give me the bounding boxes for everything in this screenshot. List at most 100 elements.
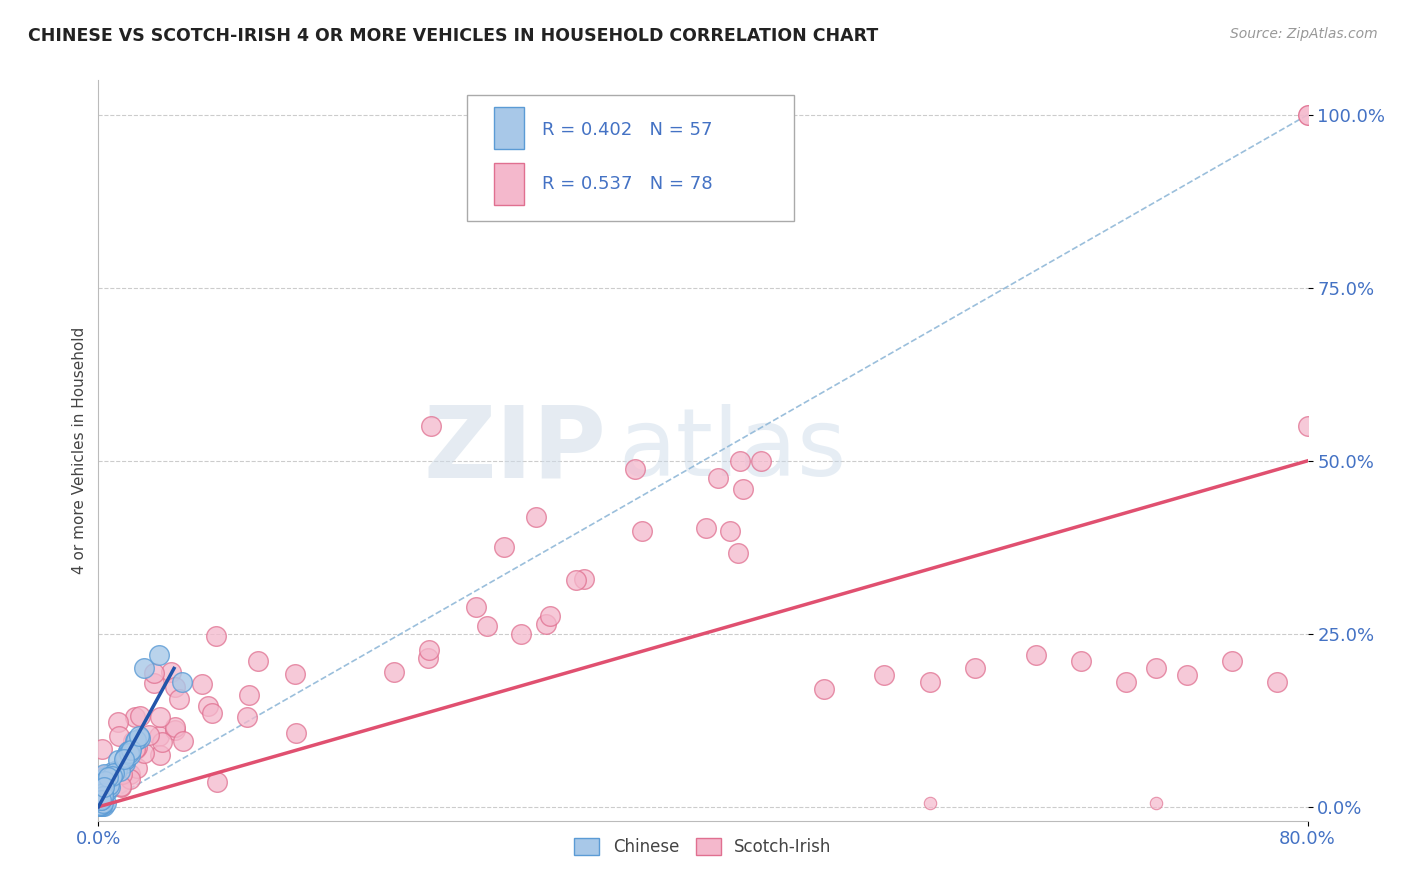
Text: CHINESE VS SCOTCH-IRISH 4 OR MORE VEHICLES IN HOUSEHOLD CORRELATION CHART: CHINESE VS SCOTCH-IRISH 4 OR MORE VEHICL… bbox=[28, 27, 879, 45]
Point bbox=[148, 648, 170, 662]
Point bbox=[191, 677, 214, 691]
Point bbox=[1220, 655, 1243, 669]
Point bbox=[420, 419, 443, 434]
Point bbox=[125, 732, 148, 747]
Point bbox=[132, 661, 155, 675]
Point bbox=[124, 710, 146, 724]
Text: R = 0.537   N = 78: R = 0.537 N = 78 bbox=[543, 175, 713, 193]
Point bbox=[918, 675, 941, 690]
Point bbox=[524, 509, 547, 524]
Point bbox=[1024, 648, 1046, 662]
Point bbox=[93, 766, 115, 780]
Point bbox=[122, 734, 145, 748]
Point bbox=[1175, 668, 1198, 682]
Point bbox=[1296, 419, 1319, 434]
Point bbox=[93, 780, 115, 794]
Point bbox=[160, 665, 183, 679]
Point bbox=[110, 779, 132, 793]
Point bbox=[118, 743, 141, 757]
Point bbox=[138, 728, 160, 742]
Point bbox=[247, 655, 270, 669]
Point bbox=[418, 643, 440, 657]
Point bbox=[813, 682, 835, 697]
Text: Source: ZipAtlas.com: Source: ZipAtlas.com bbox=[1230, 27, 1378, 41]
Y-axis label: 4 or more Vehicles in Household: 4 or more Vehicles in Household bbox=[72, 326, 87, 574]
Point bbox=[129, 731, 152, 746]
Point bbox=[107, 753, 129, 767]
Point bbox=[90, 780, 112, 795]
Point bbox=[120, 747, 142, 762]
Point bbox=[749, 454, 772, 468]
Point bbox=[91, 797, 114, 812]
Point bbox=[201, 706, 224, 720]
Point bbox=[114, 752, 136, 766]
Point bbox=[127, 739, 149, 754]
Point bbox=[125, 761, 148, 775]
Point bbox=[118, 772, 141, 786]
Point bbox=[475, 618, 498, 632]
Point bbox=[101, 764, 124, 779]
Point bbox=[87, 798, 110, 813]
Point bbox=[728, 454, 751, 468]
Point bbox=[111, 767, 134, 781]
Point bbox=[965, 661, 987, 675]
Point bbox=[94, 779, 117, 793]
Point bbox=[110, 780, 132, 794]
Text: atlas: atlas bbox=[619, 404, 846, 497]
Point bbox=[538, 609, 561, 624]
Point bbox=[207, 775, 229, 789]
Point bbox=[118, 767, 141, 781]
Point bbox=[143, 676, 166, 690]
Point bbox=[418, 651, 440, 665]
Point bbox=[96, 796, 118, 810]
Point bbox=[90, 791, 112, 805]
Point bbox=[89, 793, 111, 807]
Point bbox=[90, 783, 112, 797]
Point bbox=[631, 524, 654, 539]
Point bbox=[1146, 661, 1168, 675]
Point bbox=[236, 710, 259, 724]
Point bbox=[107, 714, 129, 729]
Point bbox=[110, 764, 132, 778]
Point bbox=[94, 784, 117, 798]
Point bbox=[114, 750, 136, 764]
Point bbox=[91, 786, 114, 800]
Point bbox=[284, 726, 307, 740]
Point bbox=[565, 573, 588, 587]
Point bbox=[90, 798, 112, 813]
Point bbox=[87, 793, 110, 807]
Point bbox=[918, 797, 941, 811]
Point bbox=[124, 734, 146, 748]
Point bbox=[101, 769, 124, 783]
Point bbox=[707, 471, 730, 485]
Point bbox=[205, 630, 228, 644]
Point bbox=[91, 789, 114, 804]
Text: R = 0.402   N = 57: R = 0.402 N = 57 bbox=[543, 121, 713, 139]
Point bbox=[90, 795, 112, 809]
Point bbox=[727, 546, 749, 560]
Point bbox=[125, 741, 148, 756]
Point bbox=[120, 743, 142, 757]
Point bbox=[1070, 655, 1092, 669]
Point bbox=[107, 763, 129, 777]
Point bbox=[873, 668, 896, 682]
Point bbox=[1146, 797, 1168, 811]
Point bbox=[238, 688, 260, 702]
Point bbox=[97, 770, 120, 784]
Point bbox=[1267, 675, 1289, 690]
Point bbox=[284, 666, 307, 681]
Point bbox=[89, 797, 111, 812]
Point bbox=[114, 753, 136, 767]
Point bbox=[382, 665, 405, 679]
Point bbox=[87, 798, 110, 813]
FancyBboxPatch shape bbox=[494, 107, 524, 149]
Point bbox=[150, 735, 173, 749]
FancyBboxPatch shape bbox=[467, 95, 793, 221]
Point bbox=[149, 710, 172, 724]
Point bbox=[94, 773, 117, 788]
Point bbox=[93, 768, 115, 782]
Point bbox=[695, 521, 717, 535]
Point bbox=[90, 793, 112, 807]
Point bbox=[93, 798, 115, 813]
Point bbox=[90, 793, 112, 807]
